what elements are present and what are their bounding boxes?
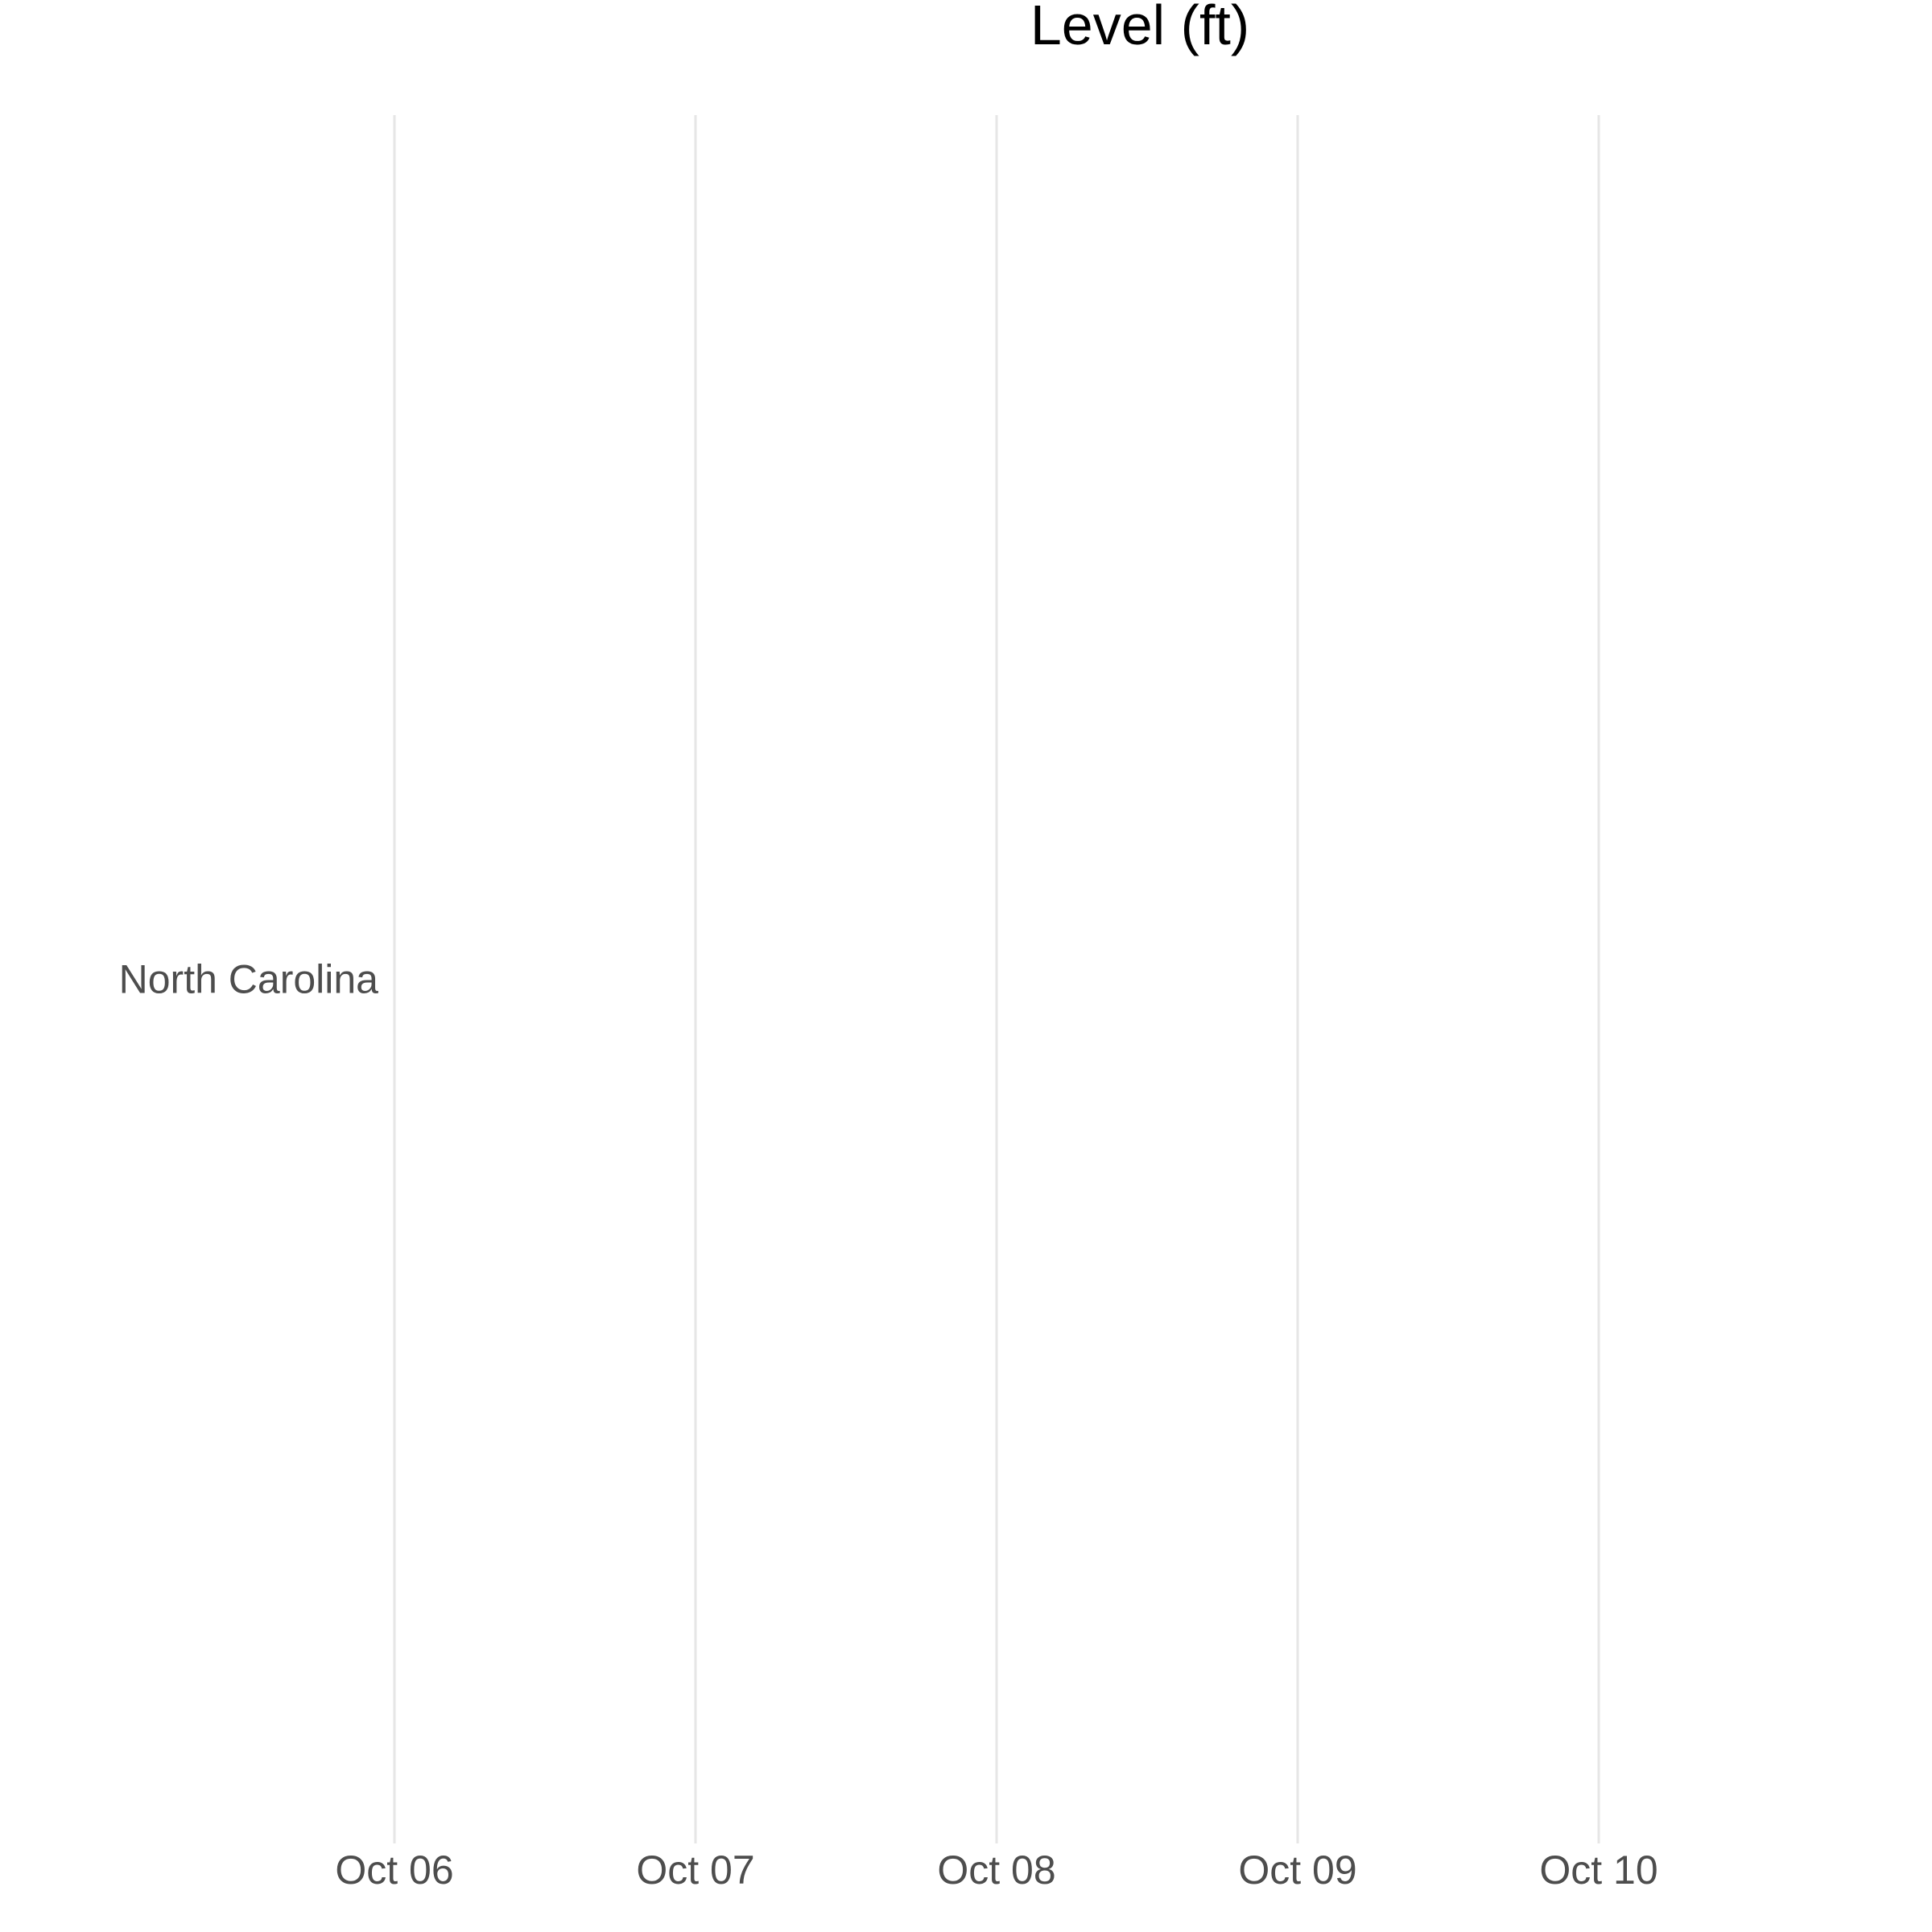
x-tick-label: Oct 06 xyxy=(335,1847,453,1893)
y-tick-labels: North Carolina xyxy=(119,957,379,1002)
x-tick-label: Oct 07 xyxy=(636,1847,754,1893)
y-tick-label: North Carolina xyxy=(119,957,379,1002)
x-tick-label: Oct 10 xyxy=(1539,1847,1657,1893)
x-tick-label: Oct 08 xyxy=(937,1847,1055,1893)
x-grid-lines xyxy=(393,115,1600,1843)
chart-title: Level (ft) xyxy=(1030,0,1249,56)
x-tick-labels: Oct 06 Oct 07 Oct 08 Oct 09 Oct 10 xyxy=(335,1847,1657,1893)
x-tick-label: Oct 09 xyxy=(1238,1847,1356,1893)
